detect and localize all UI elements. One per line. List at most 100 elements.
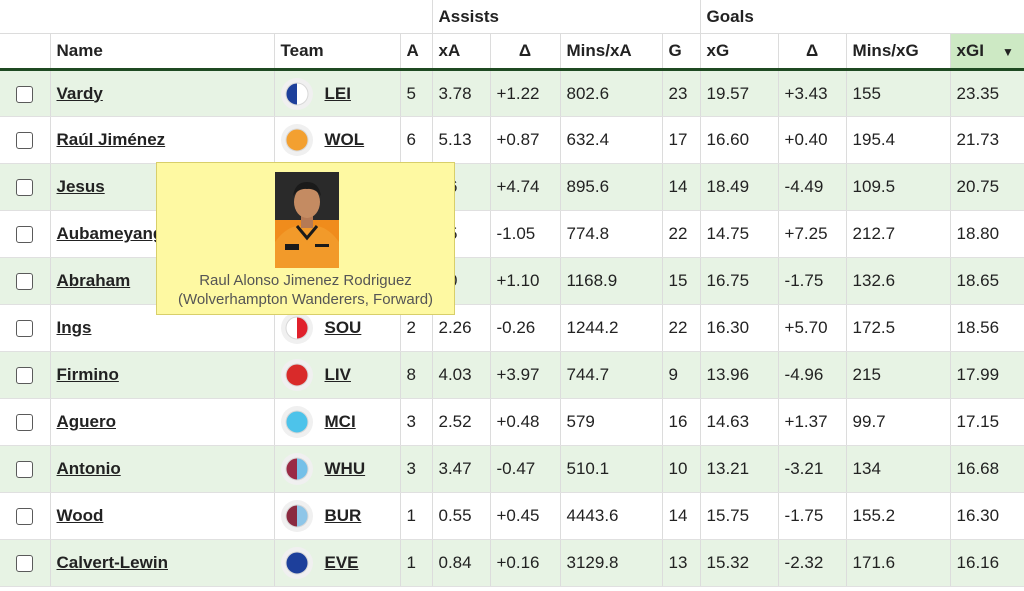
column-header-xgi-label: xGI: [956, 41, 984, 60]
stat-xgi: 17.99: [950, 351, 1024, 399]
select-cell: [0, 257, 51, 305]
stat-xa: 2.52: [432, 398, 491, 446]
team-link[interactable]: BUR: [324, 506, 362, 525]
player-name-link[interactable]: Vardy: [56, 83, 103, 103]
team-link[interactable]: WHU: [324, 459, 366, 478]
row-checkbox[interactable]: [16, 320, 34, 338]
team-link[interactable]: LIV: [324, 365, 351, 384]
team-cell: BUR: [274, 492, 401, 540]
row-checkbox[interactable]: [16, 508, 34, 526]
stat-xg: 15.75: [700, 492, 779, 540]
stat-xa: 3.78: [432, 69, 491, 117]
column-header-xg[interactable]: xG: [700, 33, 779, 71]
select-cell: [0, 398, 51, 446]
stat-delta-assists: +0.48: [490, 398, 561, 446]
row-checkbox[interactable]: [16, 132, 34, 150]
table-row: Firmino LIV 8 4.03 +3.97 744.7 9 13.96 -4.96 215 1…: [0, 351, 1024, 399]
team-link[interactable]: SOU: [324, 318, 362, 337]
player-tooltip: Raul Alonso Jimenez Rodriguez (Wolverham…: [156, 162, 455, 315]
stat-delta-assists: +4.74: [490, 163, 561, 211]
column-header-mins-xa[interactable]: Mins/xA: [560, 33, 663, 71]
row-checkbox[interactable]: [16, 555, 34, 573]
stat-a: 8: [400, 351, 433, 399]
select-cell: [0, 69, 51, 117]
stat-delta-assists: +0.16: [490, 539, 561, 587]
row-checkbox[interactable]: [16, 179, 34, 197]
stat-xa: 4.03: [432, 351, 491, 399]
column-header-g[interactable]: G: [662, 33, 701, 71]
stat-g: 13: [662, 539, 701, 587]
stat-mins-xg: 171.6: [846, 539, 951, 587]
stat-mins-xa: 510.1: [560, 445, 663, 493]
stat-xg: 15.32: [700, 539, 779, 587]
team-badge-icon: [280, 547, 313, 579]
stat-mins-xg: 215: [846, 351, 951, 399]
stat-delta-goals: -4.96: [778, 351, 847, 399]
stat-a: 5: [400, 69, 433, 117]
stat-xg: 19.57: [700, 69, 779, 117]
stat-g: 23: [662, 69, 701, 117]
select-cell: [0, 445, 51, 493]
stat-xgi: 23.35: [950, 69, 1024, 117]
row-checkbox[interactable]: [16, 367, 34, 385]
column-header-xgi[interactable]: xGI ▼: [950, 33, 1024, 71]
column-header-team[interactable]: Team: [274, 33, 401, 71]
stat-delta-assists: +1.10: [490, 257, 561, 305]
player-name-link[interactable]: Jesus: [56, 177, 105, 196]
player-name-link[interactable]: Aubameyang: [56, 224, 164, 243]
stat-delta-assists: -0.47: [490, 445, 561, 493]
stat-delta-assists: +0.87: [490, 116, 561, 164]
stat-mins-xg: 109.5: [846, 163, 951, 211]
player-name-link[interactable]: Antonio: [56, 459, 121, 478]
team-cell: LEI: [274, 69, 401, 117]
row-checkbox[interactable]: [16, 414, 34, 432]
column-header-delta-assists[interactable]: Δ: [490, 33, 561, 71]
team-link[interactable]: WOL: [324, 130, 365, 149]
column-header-mins-xg[interactable]: Mins/xG: [846, 33, 951, 71]
name-cell: Calvert-Lewin: [50, 539, 275, 587]
player-name-link[interactable]: Raúl Jiménez: [56, 130, 166, 149]
stat-xg: 18.49: [700, 163, 779, 211]
stat-mins-xa: 3129.8: [560, 539, 663, 587]
team-link[interactable]: EVE: [324, 553, 359, 572]
team-badge-icon: [280, 406, 313, 438]
select-cell: [0, 539, 51, 587]
select-column-header: [0, 33, 51, 71]
stat-a: 1: [400, 492, 433, 540]
team-badge-icon: [280, 312, 313, 344]
row-checkbox[interactable]: [16, 226, 34, 244]
table-body: Vardy LEI 5 3.78 +1.22 802.6 23 19.57 +3.43 155 23…: [0, 69, 1024, 587]
team-cell: MCI: [274, 398, 401, 446]
group-blank-team: [274, 0, 433, 34]
row-checkbox[interactable]: [16, 461, 34, 479]
select-cell: [0, 304, 51, 352]
team-link[interactable]: LEI: [324, 83, 351, 103]
column-header-xa[interactable]: xA: [432, 33, 491, 71]
player-name-link[interactable]: Abraham: [56, 271, 131, 290]
stat-mins-xg: 195.4: [846, 116, 951, 164]
stat-delta-goals: +3.43: [778, 69, 847, 117]
group-goals: Goals: [700, 0, 1024, 34]
player-name-link[interactable]: Firmino: [56, 365, 119, 384]
row-checkbox[interactable]: [16, 85, 34, 103]
stat-xa: 0.55: [432, 492, 491, 540]
team-link[interactable]: MCI: [324, 412, 356, 431]
column-header-name[interactable]: Name: [50, 33, 275, 71]
stat-xgi: 17.15: [950, 398, 1024, 446]
player-name-link[interactable]: Ings: [56, 318, 92, 337]
stat-a: 3: [400, 398, 433, 446]
header-group-row: Assists Goals: [0, 0, 1024, 34]
stat-delta-assists: +3.97: [490, 351, 561, 399]
player-name-link[interactable]: Wood: [56, 506, 104, 525]
team-cell: LIV: [274, 351, 401, 399]
player-name-link[interactable]: Aguero: [56, 412, 117, 431]
tooltip-full-name: Raul Alonso Jimenez Rodriguez: [199, 272, 412, 289]
column-header-a[interactable]: A: [400, 33, 433, 71]
stat-xgi: 18.56: [950, 304, 1024, 352]
team-cell: EVE: [274, 539, 401, 587]
sort-descending-icon[interactable]: ▼: [1001, 44, 1014, 59]
column-header-delta-goals[interactable]: Δ: [778, 33, 847, 71]
player-name-link[interactable]: Calvert-Lewin: [56, 553, 168, 572]
row-checkbox[interactable]: [16, 273, 34, 291]
team-cell: WOL: [274, 116, 401, 164]
